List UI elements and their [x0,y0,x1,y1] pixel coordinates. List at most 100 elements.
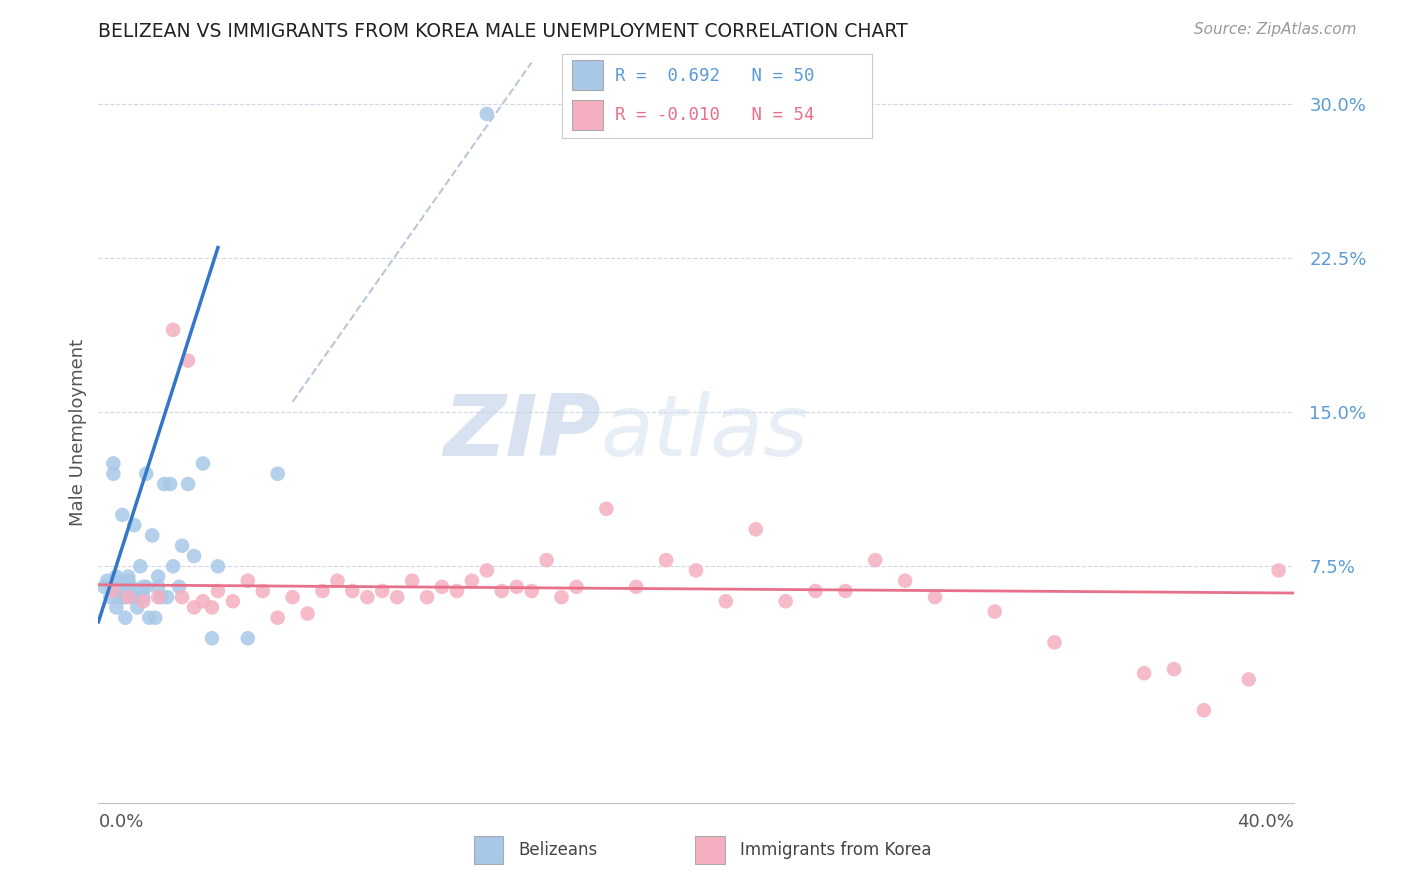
Point [127,600,149,615]
Point [162,559,184,574]
Point [159,477,181,491]
Point [135,467,157,481]
Point [983,605,1005,619]
Point [865,553,887,567]
Point [520,584,543,599]
Point [342,584,364,599]
Point [108,584,131,599]
Text: Source: ZipAtlas.com: Source: ZipAtlas.com [1194,22,1357,37]
Point [401,574,423,588]
Point [506,580,529,594]
Point [430,580,453,594]
Point [117,574,139,588]
Point [138,611,160,625]
Point [1237,673,1260,687]
Point [120,590,142,604]
Point [1043,635,1066,649]
Point [105,600,128,615]
Point [117,580,139,594]
Point [105,574,128,588]
Point [236,632,259,646]
Point [148,590,170,604]
Point [834,584,856,599]
Text: BELIZEAN VS IMMIGRANTS FROM KOREA MALE UNEMPLOYMENT CORRELATION CHART: BELIZEAN VS IMMIGRANTS FROM KOREA MALE U… [98,22,908,41]
Point [108,590,131,604]
Point [236,574,259,588]
Point [461,574,484,588]
Point [191,594,214,608]
Text: 40.0%: 40.0% [1237,814,1294,831]
Point [117,569,139,583]
Point [446,584,468,599]
Point [129,559,152,574]
Point [103,584,125,599]
Point [745,522,768,536]
Point [93,580,115,594]
Point [124,518,146,533]
Point [177,353,200,368]
Point [103,467,125,481]
Point [624,580,647,594]
Point [550,590,572,604]
Point [183,549,205,563]
Point [132,580,155,594]
Point [475,107,498,121]
Text: R =  0.692   N = 50: R = 0.692 N = 50 [614,67,814,85]
Point [252,584,274,599]
Point [491,584,513,599]
Point [114,580,136,594]
Point [207,559,229,574]
Point [475,563,498,577]
Point [267,611,290,625]
Point [714,594,737,608]
Point [222,594,245,608]
Point [98,590,122,604]
Point [132,594,155,608]
Point [114,590,136,604]
Point [132,590,155,604]
Point [356,590,378,604]
FancyBboxPatch shape [474,836,503,863]
Point [141,528,163,542]
Point [183,600,205,615]
Point [117,590,139,604]
Point [103,580,125,594]
Point [416,590,439,604]
Text: ZIP: ZIP [443,391,600,475]
Point [103,457,125,471]
Point [172,590,194,604]
FancyBboxPatch shape [572,100,603,130]
Text: 0.0%: 0.0% [98,814,143,831]
Point [114,611,136,625]
Point [281,590,304,604]
Point [371,584,394,599]
Point [1267,563,1289,577]
Point [924,590,946,604]
Point [201,600,224,615]
Point [385,590,409,604]
Point [894,574,917,588]
Point [655,553,678,567]
Point [685,563,707,577]
Text: Immigrants from Korea: Immigrants from Korea [740,840,931,859]
Text: Belizeans: Belizeans [517,840,598,859]
Point [111,590,134,604]
Point [148,580,170,594]
Point [565,580,588,594]
Point [156,590,179,604]
Point [326,574,349,588]
Point [162,323,184,337]
Point [172,539,194,553]
Point [148,569,170,583]
Point [150,590,173,604]
Point [191,457,214,471]
Point [201,632,224,646]
Point [124,590,146,604]
Text: R = -0.010   N = 54: R = -0.010 N = 54 [614,106,814,124]
FancyBboxPatch shape [695,836,725,863]
FancyBboxPatch shape [572,61,603,90]
Point [177,477,200,491]
Point [297,607,319,621]
Point [804,584,827,599]
Point [536,553,558,567]
